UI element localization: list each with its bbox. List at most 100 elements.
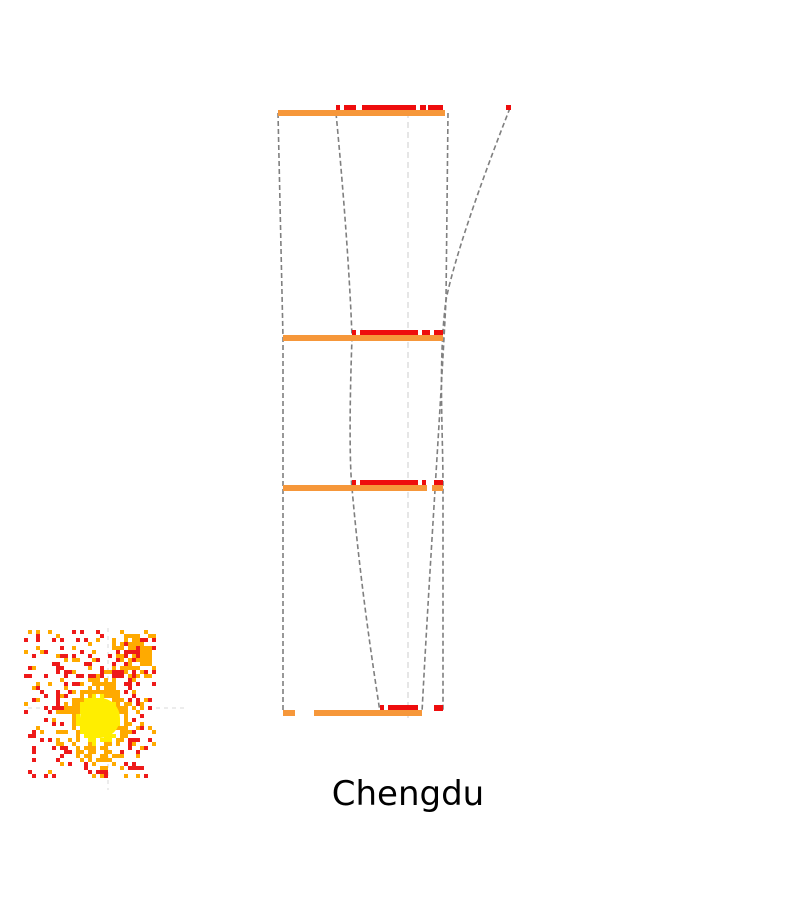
map-cell <box>96 630 100 634</box>
map-cell <box>72 654 76 658</box>
map-cell <box>112 638 116 642</box>
map-cell <box>76 682 80 686</box>
map-cell <box>88 666 92 670</box>
map-cell <box>84 762 88 766</box>
map-cell <box>88 662 92 666</box>
map-cell <box>60 638 64 642</box>
map-cell <box>60 754 64 758</box>
map-cell <box>128 634 132 638</box>
map-cell <box>144 662 148 666</box>
map-cell <box>132 654 136 658</box>
map-cell <box>132 666 136 670</box>
map-cell <box>32 746 36 750</box>
map-cell <box>140 646 144 650</box>
map-cell <box>88 738 92 742</box>
map-cell <box>140 726 144 730</box>
map-cell <box>136 682 140 686</box>
map-cell <box>64 710 68 714</box>
map-cell <box>136 754 140 758</box>
map-cell <box>76 738 80 742</box>
map-cell <box>112 686 116 690</box>
level-3-highlight <box>360 480 418 485</box>
map-cell <box>112 642 116 646</box>
map-cell <box>56 654 60 658</box>
map-cell <box>76 754 80 758</box>
map-cell <box>104 746 108 750</box>
level-1-highlight <box>344 105 356 110</box>
map-cell <box>76 734 80 738</box>
map-cell <box>140 746 144 750</box>
map-cell <box>36 646 40 650</box>
map-cell <box>144 646 148 650</box>
map-cell <box>100 770 104 774</box>
map-cell <box>88 754 92 758</box>
level-4-base-bar <box>283 710 295 716</box>
map-cell <box>124 670 128 674</box>
map-cell <box>132 634 136 638</box>
map-cell <box>136 642 140 646</box>
map-cell <box>84 754 88 758</box>
map-cell <box>44 718 48 722</box>
map-cell <box>56 634 60 638</box>
map-cell <box>76 710 80 714</box>
map-cell <box>120 730 124 734</box>
map-cell <box>104 678 108 682</box>
map-cell <box>112 762 116 766</box>
map-cell <box>100 754 104 758</box>
map-cell <box>116 654 120 658</box>
map-cell <box>52 774 56 778</box>
map-cell <box>104 742 108 746</box>
level-3-highlight <box>352 480 356 485</box>
map-cell <box>120 738 124 742</box>
map-cell <box>100 766 104 770</box>
map-cell <box>56 670 60 674</box>
map-cell <box>128 746 132 750</box>
map-cell <box>112 674 116 678</box>
map-cell <box>124 714 128 718</box>
map-cell <box>116 674 120 678</box>
map-cell <box>132 730 136 734</box>
connector-right-edge <box>440 112 449 712</box>
map-cell <box>140 722 144 726</box>
map-cell <box>52 718 56 722</box>
map-cell <box>40 730 44 734</box>
map-cell <box>124 654 128 658</box>
map-cell <box>120 666 124 670</box>
level-3-highlight <box>422 480 426 485</box>
map-cell <box>48 682 52 686</box>
map-cell <box>88 750 92 754</box>
map-cell <box>132 638 136 642</box>
map-cell <box>52 722 56 726</box>
map-cell <box>124 702 128 706</box>
map-cell <box>136 774 140 778</box>
map-cell <box>60 762 64 766</box>
map-cell <box>56 706 60 710</box>
map-cell <box>64 746 68 750</box>
map-cell <box>100 694 104 698</box>
map-cell <box>148 654 152 658</box>
map-cell <box>72 714 76 718</box>
map-cell <box>80 650 84 654</box>
map-cell <box>116 694 120 698</box>
map-cell <box>80 690 84 694</box>
map-cell <box>76 718 80 722</box>
map-cell <box>116 702 120 706</box>
map-cell <box>108 742 112 746</box>
map-cell <box>120 642 124 646</box>
map-cell <box>72 702 76 706</box>
map-cell <box>100 670 104 674</box>
map-cell <box>52 706 56 710</box>
map-cell <box>120 726 124 730</box>
map-cell <box>28 770 32 774</box>
map-cell <box>104 774 108 778</box>
map-cell <box>124 722 128 726</box>
map-cell <box>144 654 148 658</box>
map-cell <box>132 670 136 674</box>
level-3-highlight <box>434 480 443 485</box>
map-cell <box>84 698 88 702</box>
map-cell <box>116 706 120 710</box>
map-cell <box>88 654 92 658</box>
map-cell <box>72 706 76 710</box>
map-cell <box>56 666 60 670</box>
